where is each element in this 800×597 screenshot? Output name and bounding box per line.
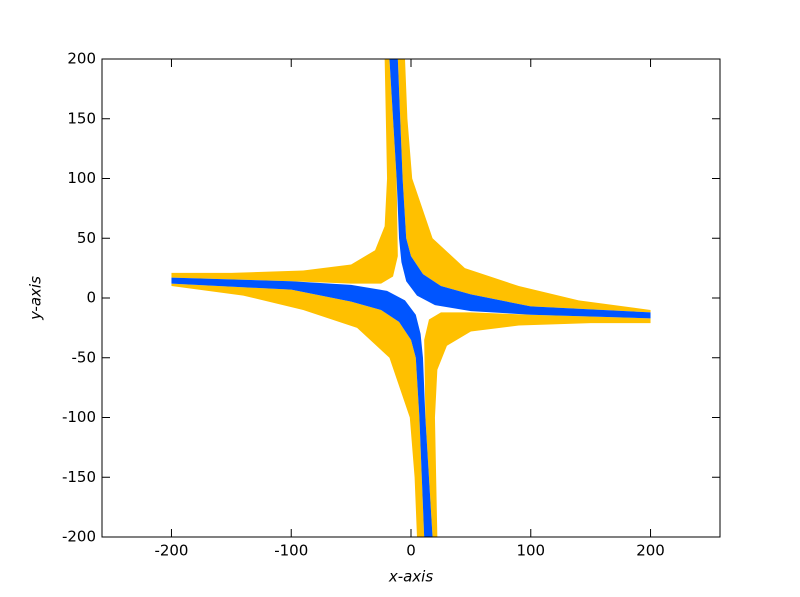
y-tick-label: -200	[62, 528, 96, 546]
x-tick-label: 100	[516, 542, 545, 560]
y-axis-label: y-axis	[27, 276, 45, 321]
plot-area	[171, 59, 651, 537]
y-tick-label: 50	[77, 229, 96, 247]
y-tick-label: 150	[67, 109, 96, 127]
area-band	[171, 277, 433, 537]
x-axis-label: x-axis	[388, 568, 434, 586]
x-tick-label: 200	[636, 542, 665, 560]
y-tick-label: 100	[67, 169, 96, 187]
area-band	[397, 59, 651, 313]
y-tick-label: -50	[72, 348, 97, 366]
y-tick-label: 200	[67, 50, 96, 68]
y-tick-label: -150	[62, 468, 96, 486]
area-band	[171, 59, 398, 284]
x-tick-label: -100	[274, 542, 308, 560]
y-tick-label: -100	[62, 408, 96, 426]
area-band	[171, 283, 425, 537]
area-band	[424, 312, 651, 537]
x-tick-label: 0	[406, 542, 416, 560]
x-tick-label: -200	[154, 542, 188, 560]
y-tick-label: 0	[86, 289, 96, 307]
area-band	[389, 59, 651, 319]
plot-frame	[101, 58, 721, 538]
